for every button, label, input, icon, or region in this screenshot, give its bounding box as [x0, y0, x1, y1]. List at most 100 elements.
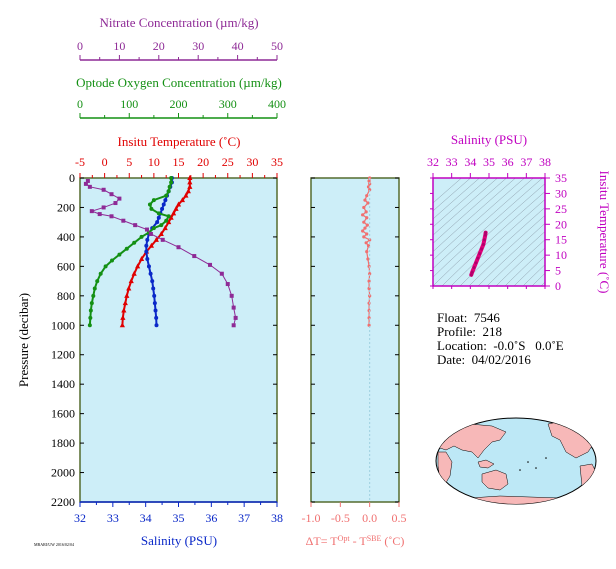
temperature-point [187, 175, 193, 180]
temperature-point [120, 314, 126, 320]
delta-t-point [367, 286, 371, 291]
temperature-point [119, 322, 125, 328]
delta-t-point [365, 232, 369, 236]
delta-t-label-sup2: SBE [367, 534, 382, 543]
oxygen-profile-line [88, 178, 173, 326]
watermark-text: MBARI/UW 2016/02/04 [34, 542, 74, 547]
salinity-point [148, 271, 153, 276]
pressure-tick-label: 0 [69, 171, 75, 185]
ts-salinity-tick-label: 34 [464, 155, 476, 169]
salinity-tick-label: 36 [205, 511, 217, 525]
ts-salinity-tick-label: 35 [483, 155, 495, 169]
oxygen-point [151, 226, 156, 231]
oxygen-point [169, 180, 174, 185]
temperature-point [126, 285, 132, 291]
delta-t-label-sup1: Opt [338, 534, 351, 543]
salinity-point [154, 323, 159, 328]
oxygen-point [117, 252, 122, 257]
salinity-point [163, 198, 168, 203]
nitrate-point [160, 237, 165, 242]
density-contour [433, 178, 480, 220]
oxygen-point [91, 293, 96, 298]
pressure-tick-label: 2200 [51, 495, 75, 509]
oxygen-point [164, 218, 169, 223]
profile-plot-area [79, 177, 278, 503]
delta-t-point [365, 216, 369, 220]
delta-t-label-mid: - T [350, 534, 368, 548]
salinity-point [155, 220, 160, 225]
pressure-tick-label: 1800 [51, 436, 75, 450]
temperature-point [135, 263, 141, 269]
ts-temperature-tick-label: 10 [555, 248, 567, 262]
temperature-point [131, 270, 137, 276]
ts-point [478, 252, 482, 256]
salinity-axis: 32 33 34 35 36 37 38 [74, 501, 283, 525]
density-contour [468, 215, 545, 286]
landmass-australia [481, 469, 509, 491]
oxygen-point [167, 184, 172, 189]
oxygen-point [110, 258, 115, 263]
delta-t-point [362, 235, 366, 239]
ts-temperature-tick-label: 20 [555, 217, 567, 231]
nitrate-point [109, 214, 114, 219]
temperature-point [175, 201, 182, 207]
density-contour [477, 223, 545, 286]
delta-t-point [365, 223, 369, 227]
density-contour [433, 178, 507, 244]
world-map [435, 417, 597, 505]
oxygen-point [92, 286, 97, 291]
temperature-tick-label: 30 [246, 155, 258, 169]
oxygen-point [88, 308, 93, 313]
delta-t-point [367, 179, 371, 183]
delta-t-point [367, 323, 371, 327]
delta-t-label-main: ΔT= T [306, 534, 339, 548]
temperature-point [187, 179, 193, 185]
oxygen-tick-label: 400 [268, 97, 286, 111]
landmass-south-america [579, 463, 596, 499]
delta-t-point [365, 194, 369, 198]
delta-t-point [367, 316, 371, 320]
nitrate-point [87, 184, 92, 189]
ts-salinity-tick-label: 36 [502, 155, 514, 169]
temperature-tick-label: 20 [197, 155, 209, 169]
temperature-point [173, 205, 179, 211]
salinity-point [145, 257, 150, 261]
ts-point [472, 265, 476, 269]
nitrate-point [109, 192, 114, 197]
temperature-point [138, 256, 145, 261]
salinity-point [152, 301, 157, 306]
nitrate-axis: 0 10 20 30 40 50 [77, 39, 283, 61]
float-id: Float: 7546 [437, 310, 500, 325]
nitrate-point [144, 227, 149, 232]
temperature-point [179, 197, 186, 203]
ts-temperature-tick-label: 25 [555, 202, 567, 216]
density-contour [513, 255, 545, 286]
density-contour [522, 264, 545, 286]
nitrate-point [148, 231, 153, 236]
delta-t-point [367, 279, 371, 283]
oxygen-tick-label: 300 [219, 97, 237, 111]
ts-point [470, 270, 474, 274]
delta-t-point [362, 205, 366, 210]
density-contour [450, 199, 545, 286]
ts-ylabel: Insitu Temperature (˚C) [597, 170, 612, 293]
delta-t-point [368, 272, 372, 276]
ts-point [480, 247, 484, 251]
nitrate-point [208, 262, 213, 267]
delta-t-point [364, 241, 368, 245]
nitrate-axis-label: Nitrate Concentration (µm/kg) [99, 15, 258, 30]
delta-t-tick-label: 0.0 [362, 511, 377, 525]
nitrate-point [219, 271, 224, 276]
nitrate-point [233, 315, 238, 320]
delta-t-point [362, 220, 366, 224]
temperature-point [166, 219, 172, 225]
ts-temperature-tick-label: 30 [555, 186, 567, 200]
temperature-tick-label: 10 [148, 155, 160, 169]
salinity-point [144, 249, 149, 254]
temperature-point [128, 278, 134, 284]
nitrate-tick-label: 20 [153, 39, 165, 53]
oxygen-tick-label: 200 [170, 97, 188, 111]
density-contour [433, 178, 498, 236]
